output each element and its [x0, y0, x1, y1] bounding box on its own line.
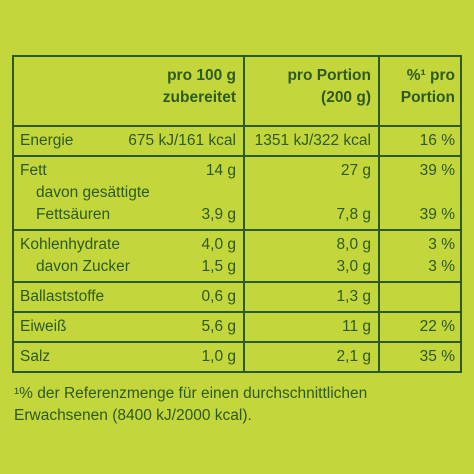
value: 1,0 g [201, 348, 236, 365]
value: 16 % [419, 132, 455, 149]
value: 39 % [419, 162, 455, 179]
row-label: Eiweiß [20, 318, 67, 335]
value: 7,8 g [336, 206, 371, 223]
row-label: Energie [20, 132, 74, 149]
value: 3 % [428, 258, 455, 275]
rule [378, 55, 380, 373]
header-text: Portion [400, 89, 455, 106]
value: 1,5 g [201, 258, 236, 275]
value: 3,9 g [201, 206, 236, 223]
value: 39 % [419, 206, 455, 223]
value: 3,0 g [336, 258, 371, 275]
value: 4,0 g [201, 236, 236, 253]
rule [12, 371, 462, 373]
value: 2,1 g [336, 348, 371, 365]
value: 8,0 g [336, 236, 371, 253]
value: 0,6 g [201, 288, 236, 305]
value: 5,6 g [201, 318, 236, 335]
value: 11 g [341, 318, 371, 335]
header-text: pro Portion [287, 67, 371, 84]
value: 3 % [428, 236, 455, 253]
header-text: %¹ pro [406, 67, 455, 84]
header-text: (200 g) [321, 89, 371, 106]
value: 1,3 g [336, 288, 371, 305]
value: 1351 kJ/322 kcal [254, 132, 371, 149]
row-label: Salz [20, 348, 51, 365]
rule [12, 281, 462, 283]
value: 22 % [419, 318, 455, 335]
rule [243, 55, 245, 373]
header-text: zubereitet [162, 89, 236, 106]
rule [12, 229, 462, 231]
row-label: davon Zucker [36, 258, 130, 275]
rule [12, 55, 462, 57]
footnote: Erwachsenen (8400 kJ/2000 kcal). [14, 407, 252, 424]
value: 14 g [205, 162, 236, 179]
row-label: Fett [20, 162, 47, 179]
rule [12, 155, 462, 157]
row-label: davon gesättigte [36, 184, 150, 201]
row-label: Fettsäuren [36, 206, 111, 223]
header-text: pro 100 g [167, 67, 236, 84]
rule [12, 311, 462, 313]
row-label: Kohlenhydrate [20, 236, 120, 253]
rule [12, 125, 462, 127]
footnote: ¹% der Referenzmenge für einen durchschn… [14, 385, 368, 402]
rule [460, 55, 462, 373]
rule [12, 341, 462, 343]
rule [12, 55, 14, 373]
value: 675 kJ/161 kcal [128, 132, 236, 149]
value: 35 % [419, 348, 455, 365]
value: 27 g [340, 162, 371, 179]
row-label: Ballaststoffe [20, 288, 105, 305]
